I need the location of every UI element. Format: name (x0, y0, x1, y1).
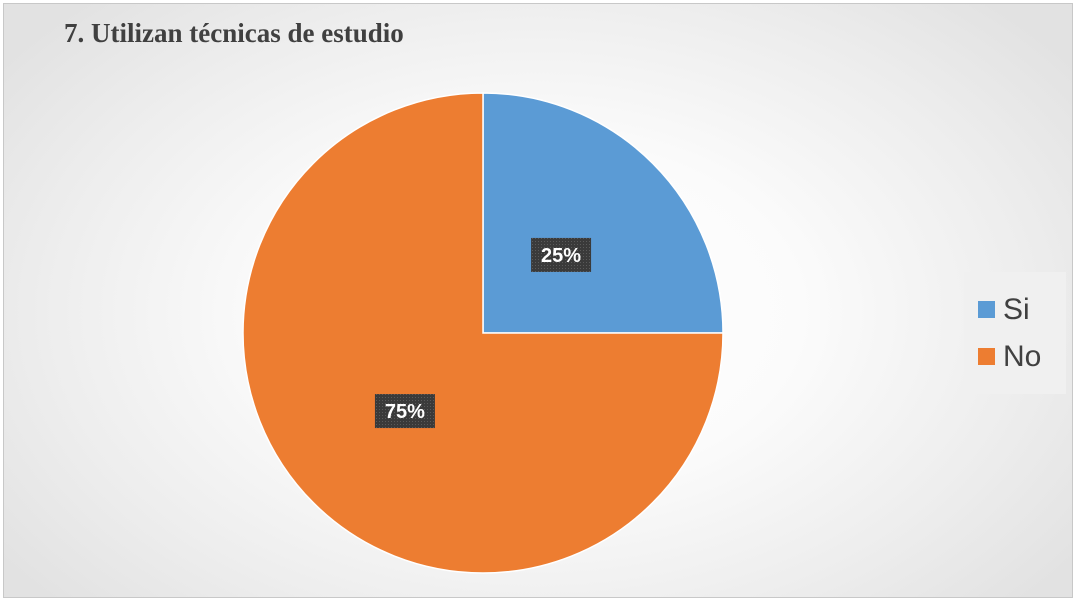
chart-title: 7. Utilizan técnicas de estudio (64, 18, 404, 48)
legend-label: Si (1003, 292, 1030, 326)
pie-slice-no (242, 92, 724, 574)
data-label-si: 25% (531, 237, 592, 272)
legend-item-si: Si (978, 286, 1066, 333)
pie-slice-si (482, 92, 724, 334)
legend-swatch (978, 301, 995, 318)
data-label-text: 75% (385, 401, 425, 423)
legend-swatch (978, 348, 995, 365)
pie-chart: 25% 75% (242, 92, 724, 574)
legend-item-no: No (978, 333, 1066, 380)
legend-label: No (1003, 339, 1042, 373)
data-label-background (374, 394, 435, 429)
data-label-text: 25% (541, 245, 581, 267)
data-label-background (531, 237, 592, 272)
legend: Si No (964, 272, 1066, 394)
data-label-no: 75% (374, 394, 435, 429)
chart-area: 7. Utilizan técnicas de estudio 25% 75% S… (3, 3, 1073, 598)
